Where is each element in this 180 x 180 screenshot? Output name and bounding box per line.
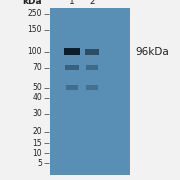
Text: kDa: kDa (22, 0, 42, 6)
Text: 2: 2 (89, 0, 95, 6)
Bar (66, 85, 78, 90)
Text: 5: 5 (37, 159, 42, 168)
Bar (86, 65, 98, 70)
Bar (65, 65, 79, 70)
Text: 96kDa: 96kDa (135, 47, 169, 57)
Text: 50: 50 (32, 84, 42, 93)
Text: 40: 40 (32, 93, 42, 102)
Text: 1: 1 (69, 0, 75, 6)
Text: 70: 70 (32, 64, 42, 73)
Text: 250: 250 (28, 10, 42, 19)
Text: 30: 30 (32, 109, 42, 118)
Text: 10: 10 (32, 148, 42, 158)
Bar (85, 49, 99, 55)
Text: 100: 100 (28, 48, 42, 57)
Bar (64, 48, 80, 55)
Bar (50, 8, 130, 175)
Bar (86, 85, 98, 90)
Text: 150: 150 (28, 26, 42, 35)
Text: 15: 15 (32, 138, 42, 147)
Text: 20: 20 (32, 127, 42, 136)
